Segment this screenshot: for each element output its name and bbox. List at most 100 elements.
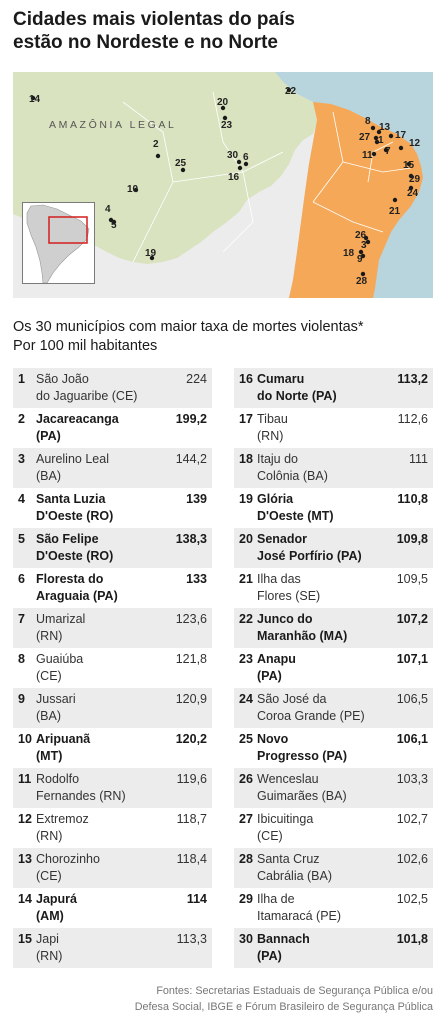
- ranking-row: 10 Aripuanã (MT) 120,2: [13, 728, 212, 768]
- rank-number: 30: [239, 932, 253, 946]
- city-marker-label: 20: [217, 97, 229, 108]
- violence-rate-value: 199,2: [175, 412, 207, 426]
- city-name: São João do Jaguaribe (CE): [36, 372, 138, 403]
- city-marker-label: 24: [407, 188, 419, 199]
- ranking-row: 5 São Felipe D'Oeste (RO) 138,3: [13, 528, 212, 568]
- city-dot: [371, 151, 377, 157]
- city-marker-label: 17: [395, 130, 407, 141]
- violence-rate-value: 102,7: [396, 812, 428, 826]
- violence-rate-value: 111: [408, 452, 428, 466]
- city-marker-label: 9: [357, 254, 363, 265]
- rank-number: 21: [239, 572, 253, 586]
- ranking-row: 27 Ibicuitinga (CE) 102,7: [234, 808, 433, 848]
- city-marker-label: 26: [355, 230, 367, 241]
- ranking-row: 17 Tibau (RN) 112,6: [234, 408, 433, 448]
- rank-number: 3: [18, 452, 25, 466]
- sources-note: Fontes: Secretarias Estaduais de Seguran…: [13, 983, 433, 1015]
- ranking-row: 9 Jussari (BA) 120,9: [13, 688, 212, 728]
- ranking-row: 3 Aurelino Leal (BA) 144,2: [13, 448, 212, 488]
- south-america-shape: [26, 204, 90, 283]
- rank-number: 8: [18, 652, 25, 666]
- city-marker-label: 6: [243, 152, 249, 163]
- rank-number: 7: [18, 612, 25, 626]
- violence-rate-value: 101,8: [396, 932, 428, 946]
- city-marker-label: 22: [285, 86, 297, 97]
- city-dot: [360, 271, 366, 277]
- violence-rate-value: 113,3: [176, 932, 207, 946]
- city-marker-label: 4: [105, 204, 111, 215]
- city-name: Floresta do Araguaia (PA): [36, 572, 118, 603]
- rank-number: 17: [239, 412, 253, 426]
- city-dot: [286, 87, 292, 93]
- rank-number: 1: [18, 372, 25, 386]
- city-marker-label: 1: [378, 135, 384, 146]
- city-name: Umarizal (RN): [36, 612, 86, 643]
- rank-number: 10: [18, 732, 32, 746]
- city-dot: [406, 161, 412, 167]
- city-marker-label: 28: [356, 276, 368, 287]
- violence-rate-value: 120,9: [175, 692, 207, 706]
- rank-number: 4: [18, 492, 25, 506]
- ranking-row: 1 São João do Jaguaribe (CE) 224: [13, 368, 212, 408]
- rank-number: 18: [239, 452, 253, 466]
- rank-number: 15: [18, 932, 32, 946]
- ranking-row: 12 Extremoz (RN) 118,7: [13, 808, 212, 848]
- city-dot: [236, 159, 242, 165]
- city-marker-label: 5: [111, 220, 117, 231]
- city-dot: [111, 219, 117, 225]
- ranking-row: 8 Guaiúba (CE) 121,8: [13, 648, 212, 688]
- rank-number: 12: [18, 812, 32, 826]
- city-name: Aripuanã (MT): [36, 732, 91, 763]
- rank-number: 2: [18, 412, 25, 426]
- ranking-row: 26 Wenceslau Guimarães (BA) 103,3: [234, 768, 433, 808]
- city-dot: [220, 105, 226, 111]
- city-dot: [360, 253, 366, 259]
- rank-number: 27: [239, 812, 253, 826]
- rank-number: 5: [18, 532, 25, 546]
- city-dot: [408, 185, 414, 191]
- violence-rate-value: 114: [186, 892, 207, 906]
- rank-number: 24: [239, 692, 253, 706]
- city-name: Jacareacanga (PA): [36, 412, 119, 443]
- city-name: Guaiúba (CE): [36, 652, 84, 683]
- city-dot: [383, 147, 389, 153]
- ranking-row: 28 Santa Cruz Cabrália (BA) 102,6: [234, 848, 433, 888]
- city-dot: [237, 165, 243, 171]
- violence-rate-value: 103,3: [396, 772, 428, 786]
- violence-rate-value: 109,5: [396, 572, 428, 586]
- ranking-row: 18 Itaju do Colônia (BA) 111: [234, 448, 433, 488]
- city-dot: [222, 115, 228, 121]
- subtitle-line-1: Os 30 municípios com maior taxa de morte…: [13, 319, 364, 335]
- city-name: Tibau (RN): [257, 412, 288, 443]
- rank-number: 29: [239, 892, 253, 906]
- ranking-row: 7 Umarizal (RN) 123,6: [13, 608, 212, 648]
- brazil-highlight-box: [48, 216, 88, 244]
- ranking-row: 16 Cumaru do Norte (PA) 113,2: [234, 368, 433, 408]
- violence-rate-value: 123,6: [175, 612, 207, 626]
- headline: Cidades mais violentas do país estão no …: [13, 8, 433, 54]
- northeast-region: [289, 102, 423, 298]
- ranking-row: 29 Ilha de Itamaracá (PE) 102,5: [234, 888, 433, 928]
- subtitle-line-2: Por 100 mil habitantes: [13, 338, 158, 354]
- rank-number: 14: [18, 892, 32, 906]
- city-marker-label: 13: [379, 122, 391, 133]
- city-name: Japurá (AM): [36, 892, 77, 923]
- city-name: Aurelino Leal (BA): [36, 452, 109, 483]
- city-name: Japi (RN): [36, 932, 63, 963]
- violence-rate-value: 113,2: [397, 372, 428, 386]
- headline-line-2: estão no Nordeste e no Norte: [13, 32, 278, 53]
- rank-number: 20: [239, 532, 253, 546]
- rank-number: 26: [239, 772, 253, 786]
- violence-rate-value: 119,6: [176, 772, 207, 786]
- city-dot: [363, 235, 369, 241]
- city-marker-label: 3: [361, 240, 367, 251]
- rank-number: 16: [239, 372, 253, 386]
- violence-rate-value: 120,2: [175, 732, 207, 746]
- city-name: Novo Progresso (PA): [257, 732, 348, 763]
- city-name: Rodolfo Fernandes (RN): [36, 772, 126, 803]
- violence-rate-value: 110,8: [397, 492, 428, 506]
- city-dot: [133, 187, 139, 193]
- map-of-brazil: AMAZÔNIA LEGAL 14 22 20 23 8 13 17 27 1 7 12 11 15 2 3…: [13, 72, 433, 298]
- city-dot: [180, 167, 186, 173]
- ranking-row: 20 Senador José Porfírio (PA) 109,8: [234, 528, 433, 568]
